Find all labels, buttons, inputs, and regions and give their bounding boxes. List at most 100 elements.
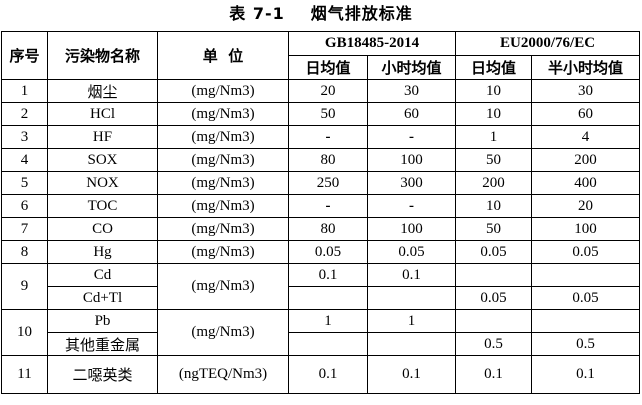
- table-row: 2 HCl (mg/Nm3) 50 60 10 60: [1, 102, 641, 126]
- row-seq: 10: [1, 309, 48, 356]
- table-row: 4 SOX (mg/Nm3) 80 100 50 200: [1, 148, 641, 172]
- table-row: 11 二噁英类 (ngTEQ/Nm3) 0.1 0.1 0.1 0.1: [1, 355, 641, 394]
- row-seq: 5: [1, 171, 48, 195]
- row-gb-hourly: 1: [366, 309, 457, 333]
- table-row: 8 Hg (mg/Nm3) 0.05 0.05 0.05 0.05: [1, 240, 641, 264]
- row-gb-daily: -: [288, 125, 368, 149]
- row-gb-hourly: -: [366, 125, 457, 149]
- row-pollutant: TOC: [47, 194, 158, 218]
- table-number: 表 7-1: [229, 4, 285, 23]
- row-unit: (mg/Nm3): [157, 148, 289, 172]
- row-gb-daily: 0.1: [288, 263, 368, 287]
- row-gb-daily: 0.05: [288, 240, 368, 264]
- row-seq: 11: [1, 355, 48, 394]
- row-unit: (mg/Nm3): [157, 194, 289, 218]
- row-gb-hourly: 0.05: [366, 240, 457, 264]
- row-gb-hourly: 100: [366, 217, 457, 241]
- header-gb-hourly: 小时均值: [366, 55, 457, 80]
- table-row: 其他重金属 0.5 0.5: [2, 332, 641, 356]
- row-unit: (mg/Nm3): [157, 240, 289, 264]
- row-eu-daily: [455, 309, 533, 333]
- row-eu-daily: 1: [455, 125, 533, 149]
- table-row: Cd+Tl 0.05 0.05: [2, 286, 641, 310]
- row-eu-halfhour: 0.1: [531, 355, 641, 394]
- row-eu-daily: [455, 263, 533, 287]
- row-pollutant: 烟尘: [47, 79, 158, 103]
- row-eu-halfhour: 200: [531, 148, 641, 172]
- row-pollutant: Pb: [47, 309, 158, 333]
- row-eu-halfhour: 4: [531, 125, 641, 149]
- row-eu-daily: 0.5: [455, 332, 533, 356]
- row-eu-halfhour: 100: [531, 217, 641, 241]
- emission-standards-table: 序号 污染物名称 单 位 GB18485-2014 EU2000/76/EC 日…: [1, 31, 641, 394]
- row-eu-halfhour: 0.05: [531, 286, 641, 310]
- row-unit: (mg/Nm3): [157, 171, 289, 195]
- header-eu-daily: 日均值: [455, 55, 533, 80]
- row-eu-daily: 10: [455, 102, 533, 126]
- row-seq: 2: [1, 102, 48, 126]
- row-gb-daily: 1: [288, 309, 368, 333]
- row-seq: 3: [1, 125, 48, 149]
- row-gb-daily: 50: [288, 102, 368, 126]
- row-eu-daily: 0.1: [455, 355, 533, 394]
- row-gb-daily: 20: [288, 79, 368, 103]
- row-unit: (mg/Nm3): [157, 125, 289, 149]
- row-eu-halfhour: 20: [531, 194, 641, 218]
- table-title: 烟气排放标准: [310, 4, 413, 23]
- header-gb-standard: GB18485-2014: [287, 31, 457, 56]
- table-row: 6 TOC (mg/Nm3) - - 10 20: [1, 194, 641, 218]
- row-seq: 1: [1, 79, 48, 103]
- row-pollutant: Cd+Tl: [47, 286, 158, 310]
- row-seq: 9: [1, 263, 48, 310]
- row-gb-daily: -: [288, 194, 368, 218]
- row-eu-halfhour: 60: [531, 102, 641, 126]
- row-eu-daily: 0.05: [455, 240, 533, 264]
- row-pollutant: CO: [47, 217, 158, 241]
- row-seq: 8: [1, 240, 48, 264]
- row-gb-hourly: [366, 286, 457, 310]
- row-seq: 4: [1, 148, 48, 172]
- table-row: 1 烟尘 (mg/Nm3) 20 30 10 30: [1, 79, 641, 103]
- table-caption: 表 7-1 烟气排放标准: [0, 0, 642, 30]
- header-unit: 单 位: [157, 31, 289, 80]
- table-row: 9 Cd (mg/Nm3) 0.1 0.1: [1, 263, 641, 310]
- row-eu-daily: 200: [455, 171, 533, 195]
- table-row: 3 HF (mg/Nm3) - - 1 4: [1, 125, 641, 149]
- row-unit: (mg/Nm3): [157, 263, 289, 310]
- row-gb-daily: 250: [288, 171, 368, 195]
- row-eu-daily: 50: [455, 217, 533, 241]
- header-seq: 序号: [1, 31, 48, 80]
- row-gb-hourly: [366, 332, 457, 356]
- row-eu-halfhour: 0.5: [531, 332, 641, 356]
- header-gb-daily: 日均值: [288, 55, 368, 80]
- row-gb-hourly: 0.1: [366, 355, 457, 394]
- row-pollutant: SOX: [47, 148, 158, 172]
- row-gb-daily: 80: [288, 148, 368, 172]
- row-gb-daily: [288, 286, 368, 310]
- row-gb-hourly: 60: [366, 102, 457, 126]
- row-pollutant: HF: [47, 125, 158, 149]
- row-pollutant: NOX: [47, 171, 158, 195]
- row-eu-daily: 10: [455, 79, 533, 103]
- row-unit: (mg/Nm3): [157, 309, 289, 356]
- row-gb-daily: 0.1: [288, 355, 368, 394]
- row-eu-daily: 0.05: [455, 286, 533, 310]
- row-gb-hourly: 100: [366, 148, 457, 172]
- row-eu-daily: 10: [455, 194, 533, 218]
- row-pollutant: Hg: [47, 240, 158, 264]
- row-eu-halfhour: 0.05: [531, 240, 641, 264]
- header-row-2: 日均值 小时均值 日均值 半小时均值: [2, 55, 641, 80]
- header-row-1: 序号 污染物名称 单 位 GB18485-2014 EU2000/76/EC: [1, 31, 641, 80]
- table-row: 10 Pb (mg/Nm3) 1 1: [1, 309, 641, 356]
- row-unit: (mg/Nm3): [157, 102, 289, 126]
- table-row: 5 NOX (mg/Nm3) 250 300 200 400: [1, 171, 641, 195]
- row-unit: (ngTEQ/Nm3): [157, 355, 289, 394]
- row-eu-halfhour: 400: [531, 171, 641, 195]
- table-row: 7 CO (mg/Nm3) 80 100 50 100: [1, 217, 641, 241]
- header-eu-standard: EU2000/76/EC: [455, 31, 641, 56]
- row-seq: 7: [1, 217, 48, 241]
- row-gb-hourly: 0.1: [366, 263, 457, 287]
- row-gb-daily: [288, 332, 368, 356]
- row-eu-halfhour: [531, 309, 641, 333]
- row-pollutant: Cd: [47, 263, 158, 287]
